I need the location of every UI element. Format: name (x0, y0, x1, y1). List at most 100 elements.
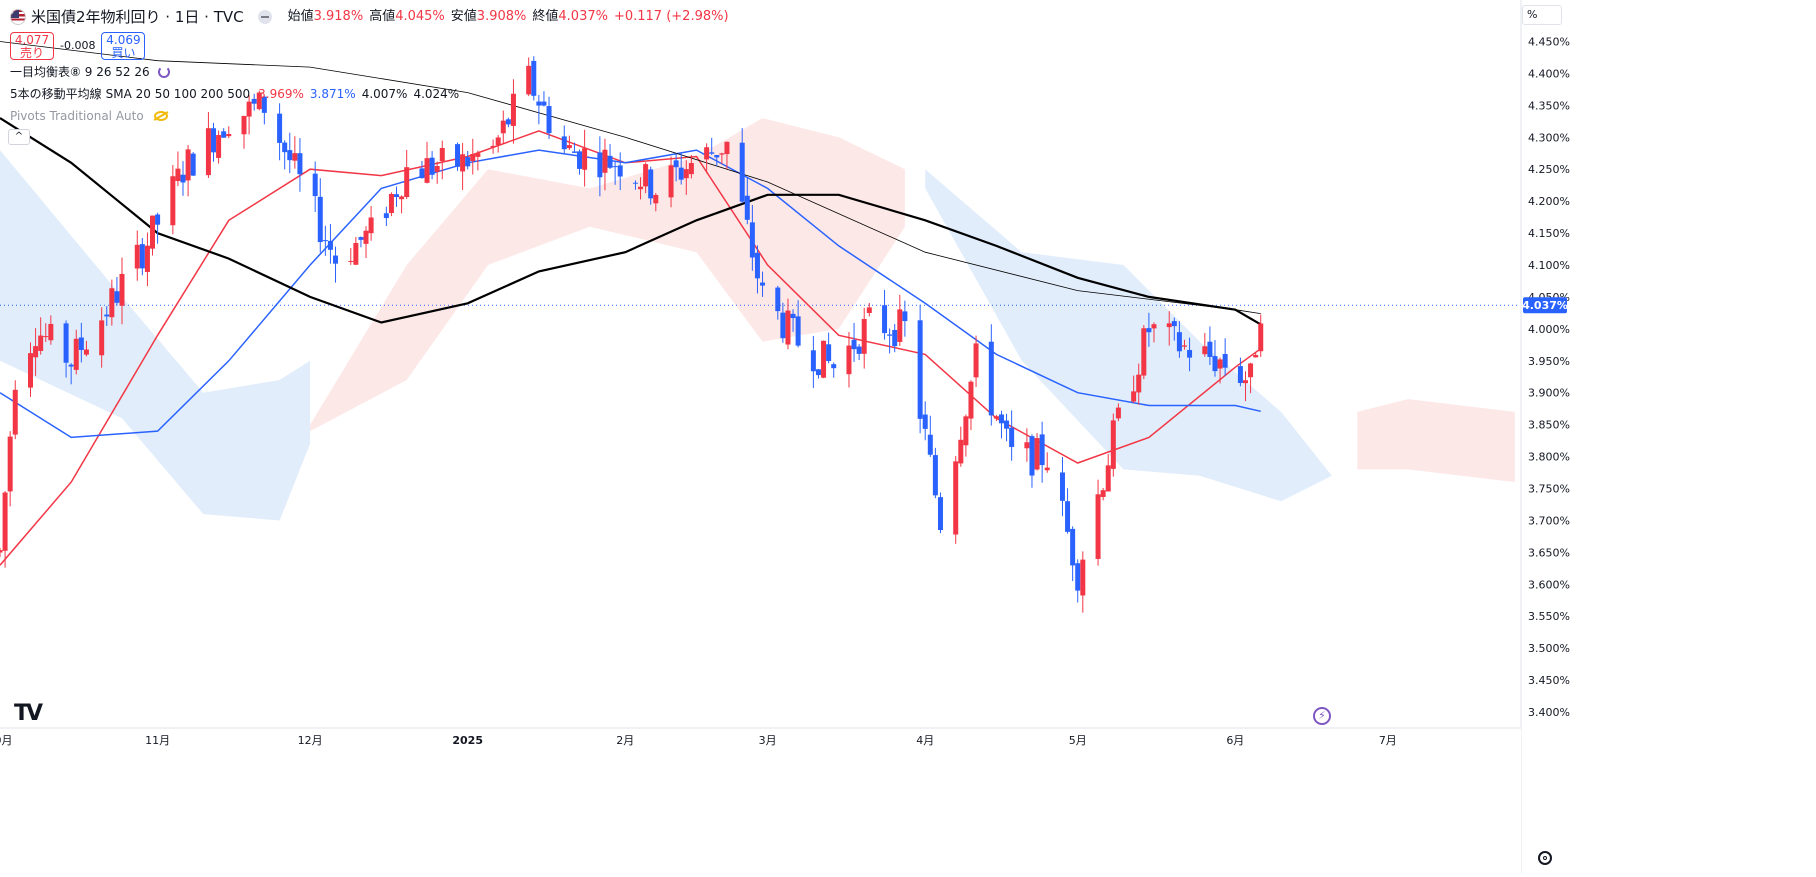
candle-body (114, 291, 120, 303)
candle-body (526, 65, 532, 95)
legend: 米国債2年物利回り · 1日 · TVC 始値3.918% 高値4.045% 安値3… (10, 8, 729, 126)
flash-icon[interactable]: ⚡ (1313, 707, 1331, 725)
ichimoku-cloud (0, 118, 1515, 521)
candle-body (424, 158, 430, 183)
candle-body (1070, 528, 1076, 566)
x-tick-label: 12月 (298, 734, 323, 747)
candle-body (119, 273, 125, 306)
candle-body (643, 164, 649, 187)
candle-body (297, 153, 303, 175)
settings-gear-icon[interactable] (1538, 851, 1552, 865)
sma-line-SMA200 (0, 41, 1261, 314)
candle-body (43, 336, 49, 338)
candle-body (455, 144, 461, 167)
candle-body (577, 151, 583, 169)
unit-selector[interactable]: % (1522, 5, 1562, 25)
candle-body (150, 215, 156, 249)
sell-button[interactable]: 4.077 売り (10, 32, 54, 60)
collapse-legend-button[interactable]: ^ (8, 129, 30, 145)
candle-body (261, 96, 267, 113)
indicator-sma[interactable]: 5本の移動平均線 SMA 20 50 100 200 500 3.969% 3.… (10, 84, 729, 104)
candle-body (861, 318, 867, 354)
candle-body (1029, 436, 1035, 476)
x-tick-label: 7月 (1379, 734, 1397, 747)
candle-body (1044, 467, 1050, 471)
candle-body (1115, 407, 1121, 419)
candle-body (795, 316, 801, 346)
sma20-value: 3.969% (258, 87, 304, 101)
y-tick-label: 4.000% (1528, 323, 1570, 336)
eye-off-icon[interactable] (153, 111, 168, 121)
candle-body (475, 153, 481, 157)
candle-body (312, 173, 318, 197)
price-axis (1521, 0, 1816, 873)
sma100-value: 4.007% (361, 87, 408, 101)
candle-body (683, 169, 689, 179)
ichimoku-cloud-band (1357, 399, 1515, 483)
sell-label: 売り (19, 46, 44, 60)
candle-body (353, 242, 359, 265)
candle-body (1080, 559, 1086, 596)
indicator-pivots[interactable]: Pivots Traditional Auto (10, 106, 729, 126)
y-tick-label: 3.650% (1528, 546, 1570, 559)
minus-icon[interactable] (257, 10, 272, 24)
candle-body (724, 141, 730, 155)
candle-body (368, 217, 374, 234)
candle-body (404, 167, 410, 198)
candle-body (139, 244, 145, 269)
candle-body (282, 142, 288, 153)
candle-body (429, 157, 435, 175)
candle-body (704, 147, 710, 160)
x-tick-label: 2025 (452, 734, 483, 747)
candle-body (902, 311, 908, 322)
candle-body (821, 340, 827, 378)
candle-body (922, 414, 928, 429)
tradingview-logo[interactable]: TV (14, 701, 43, 726)
candle-body (83, 349, 89, 355)
candle-body (170, 176, 176, 226)
candle-body (12, 389, 18, 435)
candle-body (155, 214, 161, 225)
buy-button[interactable]: 4.069 買い (101, 32, 146, 60)
candle-body (63, 323, 69, 363)
candle-body (688, 162, 694, 175)
candle-body (190, 153, 196, 176)
candle-body (932, 455, 938, 496)
candle-body (48, 323, 54, 341)
candle-body (28, 353, 34, 388)
candle-body (709, 152, 715, 154)
candle-body (317, 196, 323, 243)
ohlc-value: 4.045% (395, 9, 445, 24)
candle-body (109, 288, 115, 318)
candle-body (790, 313, 796, 319)
ichimoku-cloud-band (925, 169, 1332, 502)
y-tick-label: 3.550% (1528, 610, 1570, 623)
indicator-ichimoku[interactable]: 一目均衡表⑧ 9 26 52 26 (10, 62, 729, 82)
candle-body (251, 98, 257, 104)
candle-body (1217, 359, 1223, 369)
candle-body (287, 150, 293, 161)
refresh-icon[interactable] (157, 66, 170, 78)
candle-body (333, 255, 339, 264)
candle-body (714, 154, 720, 158)
us-flag-icon (10, 9, 26, 25)
symbol-title[interactable]: 米国債2年物利回り · 1日 · TVC (31, 8, 244, 26)
candle-body (571, 151, 577, 153)
y-tick-label: 3.600% (1528, 578, 1570, 591)
candle-body (744, 195, 750, 220)
ohlc-key: 安値 (450, 9, 477, 24)
candle-body (1222, 353, 1228, 368)
candle-body (1034, 438, 1040, 470)
candle-body (826, 344, 832, 362)
sma-line-SMA50 (0, 149, 1261, 439)
candle-body (180, 174, 186, 183)
candle-body (226, 133, 232, 137)
pivots-label: Pivots Traditional Auto (10, 109, 144, 123)
y-tick-label: 4.100% (1528, 259, 1570, 272)
candle-body (719, 153, 725, 155)
candle-body (73, 338, 79, 370)
candle-body (256, 92, 262, 110)
candle-body (2, 492, 8, 551)
